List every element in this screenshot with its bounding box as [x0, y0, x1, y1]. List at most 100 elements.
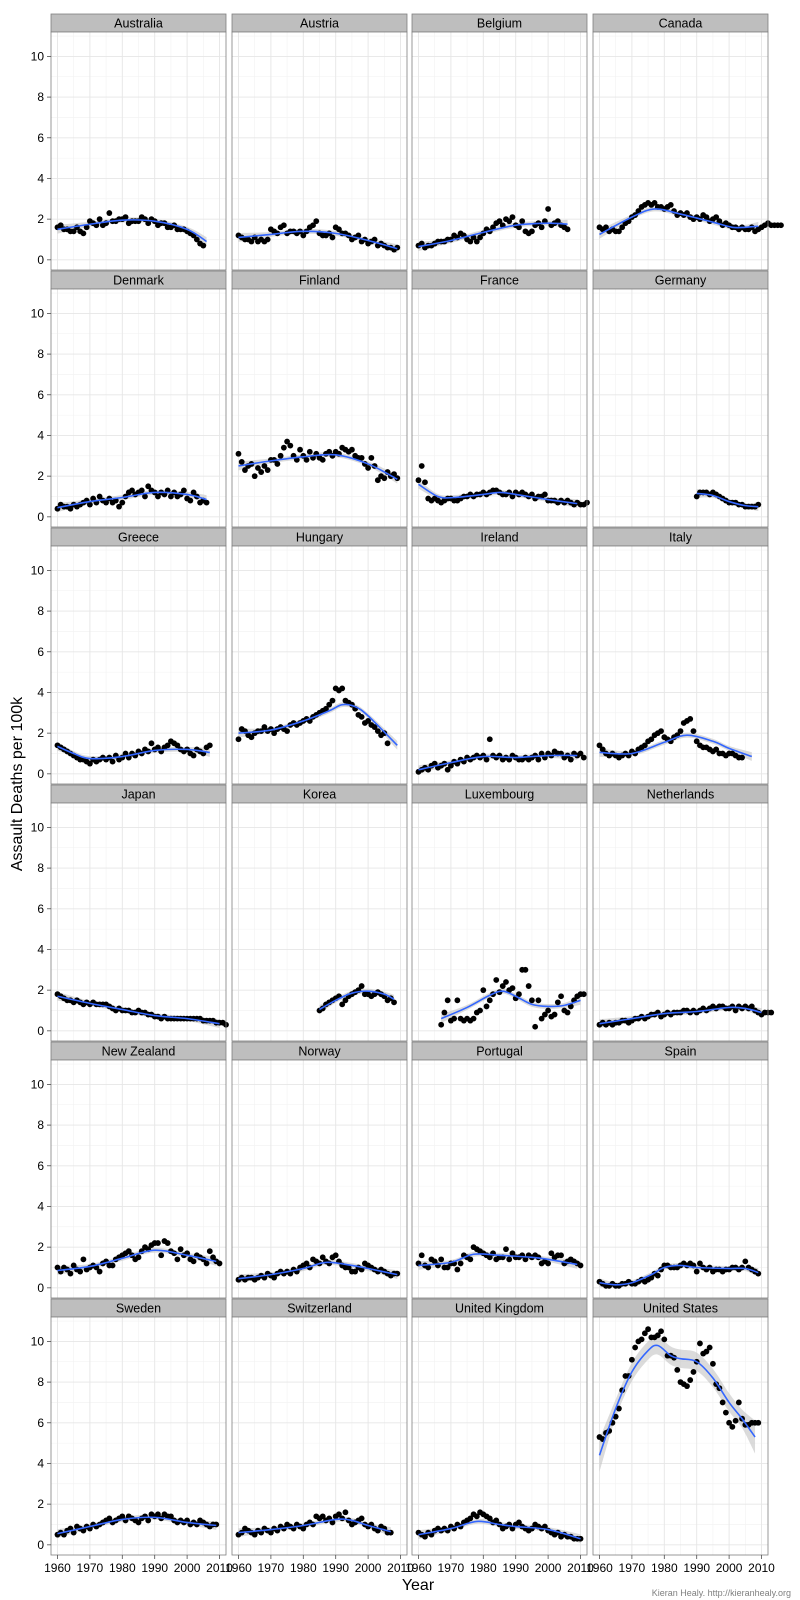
x-tick-label: 2000: [716, 1561, 743, 1575]
x-tick-label: 1970: [258, 1561, 285, 1575]
data-point: [277, 452, 284, 459]
panel-grid: [232, 289, 407, 527]
data-point: [271, 1274, 278, 1281]
data-point: [577, 750, 584, 757]
data-point: [503, 979, 509, 985]
confidence-ribbon: [599, 1336, 756, 1472]
data-point: [365, 718, 372, 724]
y-tick-label: 0: [37, 510, 44, 524]
panel-grid: [593, 1317, 768, 1555]
data-point: [177, 1246, 184, 1253]
strip-label: Japan: [121, 788, 155, 802]
data-point: [729, 1423, 736, 1430]
data-point: [713, 214, 720, 221]
data-point: [300, 232, 307, 239]
data-point: [109, 758, 116, 765]
data-point: [155, 1240, 161, 1246]
x-tick-label: 1990: [502, 1561, 529, 1575]
smooth-line: [598, 1344, 756, 1456]
panel-border: [231, 1059, 408, 1299]
data-point: [641, 1330, 648, 1337]
data-point: [651, 199, 658, 206]
data-point: [538, 224, 545, 231]
data-point: [522, 1256, 529, 1263]
x-tick-label: 1980: [290, 1561, 317, 1575]
panel-border: [411, 1059, 588, 1299]
y-tick-label: 10: [31, 563, 45, 577]
data-point: [477, 234, 483, 241]
data-point: [90, 495, 97, 502]
data-point: [319, 1513, 326, 1520]
data-point: [235, 736, 242, 743]
strip-label: United States: [643, 1302, 718, 1316]
panel-border: [411, 31, 588, 271]
y-tick-label: 0: [37, 767, 44, 781]
data-point: [342, 1509, 349, 1516]
data-point: [371, 724, 378, 730]
y-tick-label: 0: [37, 1024, 44, 1038]
data-point: [300, 1525, 307, 1532]
data-point: [703, 1348, 710, 1355]
data-point: [297, 446, 303, 453]
data-points: [54, 1238, 223, 1277]
facet-panel: Spain: [592, 1041, 769, 1299]
data-point: [358, 713, 365, 720]
data-point: [532, 1023, 539, 1030]
smooth-line: [418, 222, 568, 248]
y-tick-label: 2: [37, 212, 44, 226]
facet-panel: United States: [592, 1298, 769, 1556]
data-point: [122, 214, 129, 221]
panel-grid: [51, 546, 226, 784]
strip-label: Netherlands: [647, 788, 714, 802]
data-point: [483, 756, 490, 763]
data-point: [599, 746, 606, 753]
facet-panel: Korea: [231, 784, 408, 1042]
panel-grid: [593, 803, 768, 1041]
smooth-line: [238, 453, 398, 480]
facet-panel: Hungary: [231, 527, 408, 785]
facet-panel: Switzerland: [231, 1298, 408, 1556]
strip-label: Hungary: [296, 531, 344, 545]
data-point: [580, 991, 587, 998]
x-tick-label: 1980: [109, 1561, 136, 1575]
strip-label: New Zealand: [102, 1045, 176, 1059]
data-point: [690, 1369, 697, 1375]
data-point: [106, 210, 113, 216]
data-point: [258, 469, 265, 475]
smooth-line: [57, 1516, 217, 1535]
data-point: [483, 1003, 490, 1010]
data-point: [603, 224, 609, 231]
x-tick-label: 2010: [206, 1561, 233, 1575]
smooth-line: [57, 1249, 217, 1272]
data-point: [490, 224, 496, 231]
data-point: [235, 450, 242, 457]
data-point: [612, 1413, 619, 1420]
data-point: [503, 1246, 509, 1253]
data-point: [238, 459, 245, 465]
panel-grid: [232, 546, 407, 784]
data-point: [441, 1009, 448, 1016]
y-tick-label: 2: [37, 726, 44, 740]
data-point: [365, 465, 372, 471]
panel-border: [231, 802, 408, 1042]
data-point: [261, 724, 268, 730]
data-point: [190, 489, 197, 496]
data-point: [174, 742, 181, 749]
data-point: [326, 448, 333, 455]
data-point: [329, 234, 336, 241]
facet-panel: Denmark: [50, 270, 227, 528]
y-tick-label: 4: [37, 1456, 44, 1470]
smooth-line: [418, 1253, 578, 1267]
smooth-line: [418, 1520, 581, 1540]
data-point: [748, 1003, 755, 1010]
data-point: [174, 1256, 181, 1263]
data-point: [358, 1515, 365, 1522]
data-point: [86, 760, 93, 767]
y-tick-label: 4: [37, 1199, 44, 1213]
data-point: [703, 214, 710, 221]
data-point: [654, 1332, 661, 1339]
data-point: [267, 1529, 274, 1536]
data-point: [716, 218, 723, 225]
data-point: [80, 230, 87, 237]
